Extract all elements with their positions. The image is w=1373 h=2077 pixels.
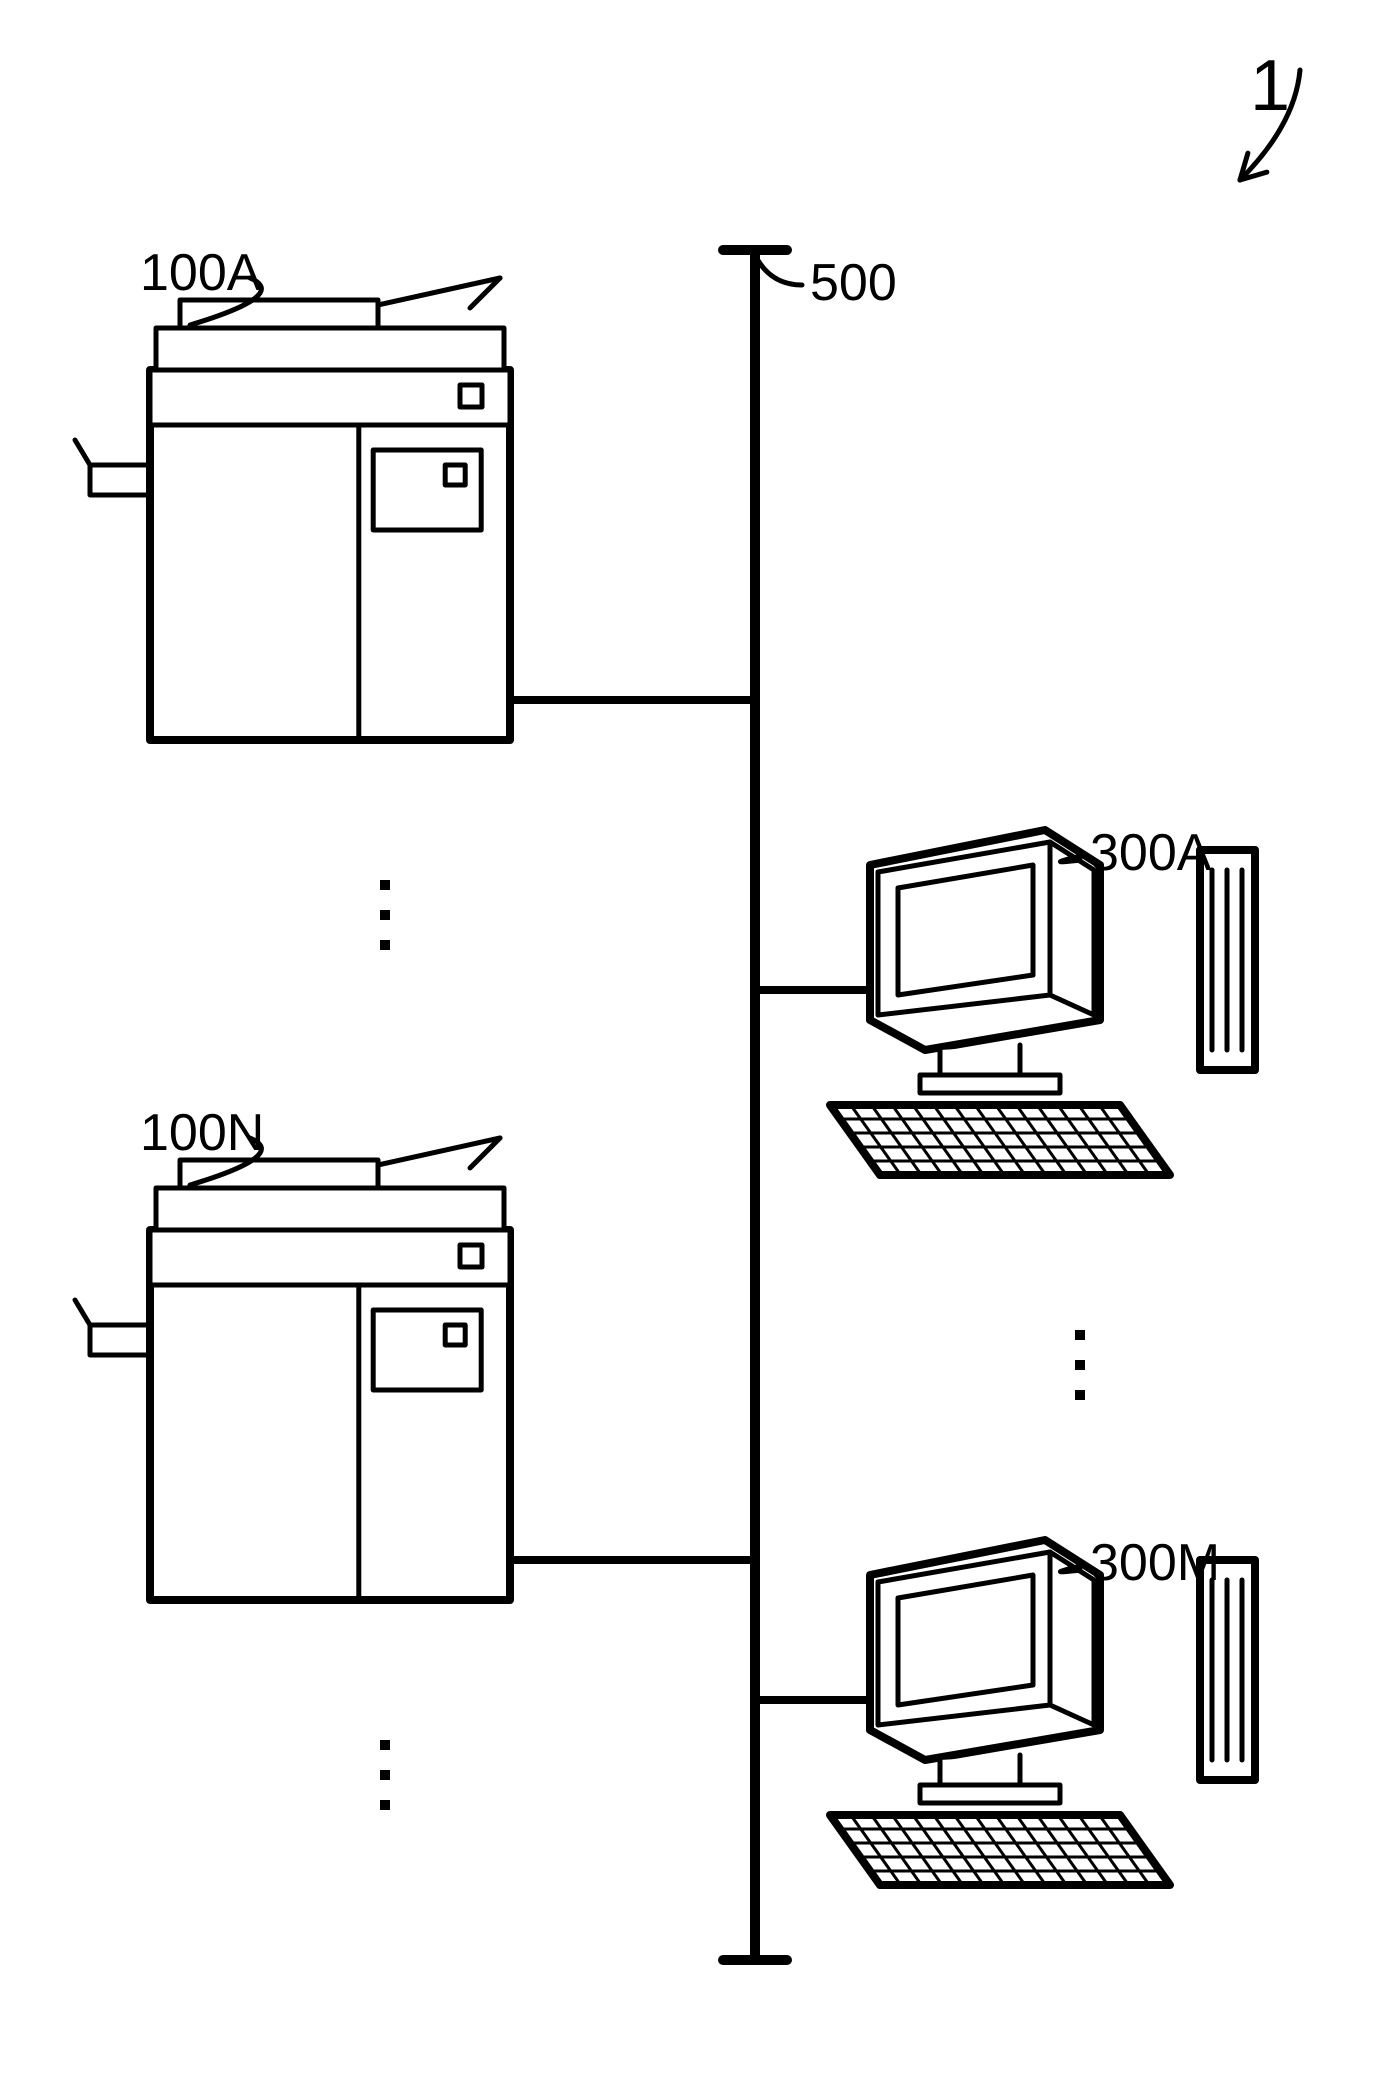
mfp-icon	[75, 278, 510, 740]
pc-label: 300A	[1090, 824, 1212, 882]
ellipsis-icon	[1075, 1330, 1085, 1400]
pc-label: 300M	[1090, 1534, 1220, 1592]
mfp-label: 100A	[140, 244, 262, 302]
mfp-label: 100N	[140, 1104, 264, 1162]
ellipsis-icon	[380, 1740, 390, 1810]
figure-number: 1	[1250, 46, 1290, 126]
bus-label: 500	[810, 254, 897, 312]
mfp-icon	[75, 1138, 510, 1600]
ellipsis-icon	[380, 880, 390, 950]
